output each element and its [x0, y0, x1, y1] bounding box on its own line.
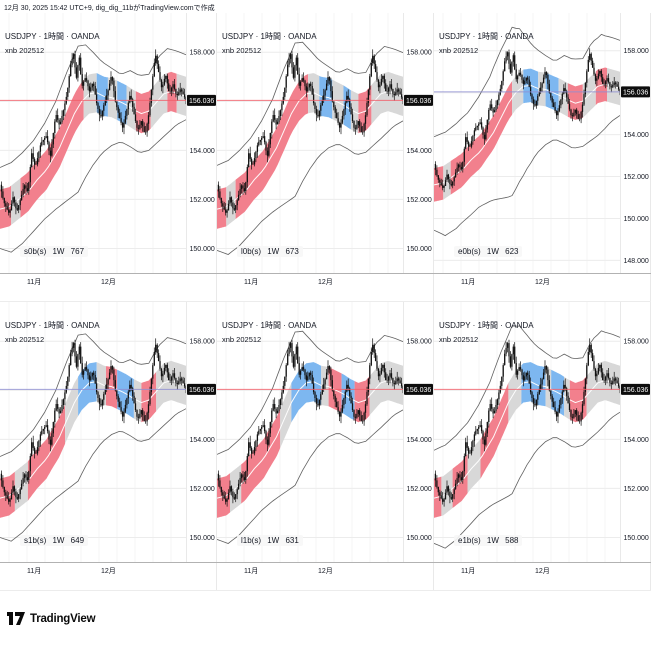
svg-text:154.000: 154.000 [624, 437, 649, 444]
svg-text:156.036: 156.036 [406, 98, 431, 105]
svg-text:158.000: 158.000 [407, 339, 432, 346]
svg-text:150.000: 150.000 [624, 535, 649, 542]
svg-text:152.000: 152.000 [407, 486, 432, 493]
svg-text:152.000: 152.000 [407, 197, 432, 204]
svg-text:152.000: 152.000 [624, 174, 649, 181]
svg-text:156.036: 156.036 [623, 387, 648, 394]
tradingview-logo-icon [7, 612, 25, 625]
svg-text:154.000: 154.000 [407, 437, 432, 444]
svg-text:154.000: 154.000 [190, 148, 215, 155]
x-axis-label-dec: 12月 [318, 568, 333, 575]
candlestick-plot-s1b[interactable]: 158.000 154.000 152.000 150.000 156.036 [0, 302, 217, 591]
svg-text:152.000: 152.000 [190, 197, 215, 204]
snapshot-caption: 12月 30, 2025 15:42 UTC+9, dig_dig_11bがTr… [4, 5, 215, 12]
svg-text:156.036: 156.036 [189, 98, 214, 105]
chart-panel-e0b: 158.000 154.000 152.000 150.000 148.000 156.0… [434, 13, 651, 302]
tradingview-watermark: TradingView [5, 612, 96, 626]
svg-text:150.000: 150.000 [190, 535, 215, 542]
x-axis-label-dec: 12月 [535, 568, 550, 575]
indicator-status-label: s1b(s) 1W 649 [20, 535, 89, 546]
svg-text:158.000: 158.000 [624, 48, 649, 55]
candlestick-plot-e0b[interactable]: 158.000 154.000 152.000 150.000 148.000 156.0… [434, 13, 651, 302]
x-axis-label-dec: 12月 [101, 279, 116, 286]
indicator-status-label: l0b(s) 1W 673 [237, 246, 303, 257]
svg-text:150.000: 150.000 [407, 246, 432, 253]
x-axis-label-dec: 12月 [535, 279, 550, 286]
indicator-status-label: l1b(s) 1W 631 [237, 535, 303, 546]
svg-text:150.000: 150.000 [407, 535, 432, 542]
x-axis-label-dec: 12月 [318, 279, 333, 286]
x-axis-label-nov: 11月 [27, 279, 42, 286]
candlestick-plot-l0b[interactable]: 158.000 154.000 152.000 150.000 156.036 [217, 13, 434, 302]
candlestick-plot-e1b[interactable]: 158.000 154.000 152.000 150.000 156.036 [434, 302, 651, 591]
x-axis-label-nov: 11月 [27, 568, 42, 575]
svg-text:158.000: 158.000 [190, 50, 215, 57]
svg-text:156.036: 156.036 [623, 90, 648, 97]
svg-text:156.036: 156.036 [406, 387, 431, 394]
candlestick-plot-s0b[interactable]: 158.000 154.000 152.000 150.000 156.036 [0, 13, 217, 302]
chart-panel-s0b: 158.000 154.000 152.000 150.000 156.036 USDJ… [0, 13, 217, 302]
svg-text:150.000: 150.000 [624, 216, 649, 223]
svg-text:158.000: 158.000 [407, 50, 432, 57]
x-axis-label-nov: 11月 [244, 279, 259, 286]
candlestick-plot-l1b[interactable]: 158.000 154.000 152.000 150.000 156.036 [217, 302, 434, 591]
chart-panel-e1b: 158.000 154.000 152.000 150.000 156.036 USDJ… [434, 302, 651, 591]
svg-text:152.000: 152.000 [624, 486, 649, 493]
x-axis-label-dec: 12月 [101, 568, 116, 575]
svg-text:150.000: 150.000 [190, 246, 215, 253]
indicator-status-label: e0b(s) 1W 623 [454, 246, 523, 257]
indicator-status-label: e1b(s) 1W 588 [454, 535, 523, 546]
svg-text:158.000: 158.000 [624, 339, 649, 346]
svg-text:154.000: 154.000 [624, 132, 649, 139]
svg-text:152.000: 152.000 [190, 486, 215, 493]
svg-text:148.000: 148.000 [624, 258, 649, 265]
svg-text:154.000: 154.000 [190, 437, 215, 444]
svg-text:154.000: 154.000 [407, 148, 432, 155]
chart-grid: 158.000 154.000 152.000 150.000 156.036 USDJ… [0, 13, 651, 593]
svg-text:156.036: 156.036 [189, 387, 214, 394]
indicator-status-label: s0b(s) 1W 767 [20, 246, 89, 257]
x-axis-label-nov: 11月 [461, 568, 476, 575]
svg-text:158.000: 158.000 [190, 339, 215, 346]
x-axis-label-nov: 11月 [461, 279, 476, 286]
tradingview-brand-text: TradingView [30, 613, 96, 625]
x-axis-label-nov: 11月 [244, 568, 259, 575]
chart-panel-l0b: 158.000 154.000 152.000 150.000 156.036 USDJ… [217, 13, 434, 302]
chart-panel-l1b: 158.000 154.000 152.000 150.000 156.036 USDJ… [217, 302, 434, 591]
chart-panel-s1b: 158.000 154.000 152.000 150.000 156.036 USDJ… [0, 302, 217, 591]
